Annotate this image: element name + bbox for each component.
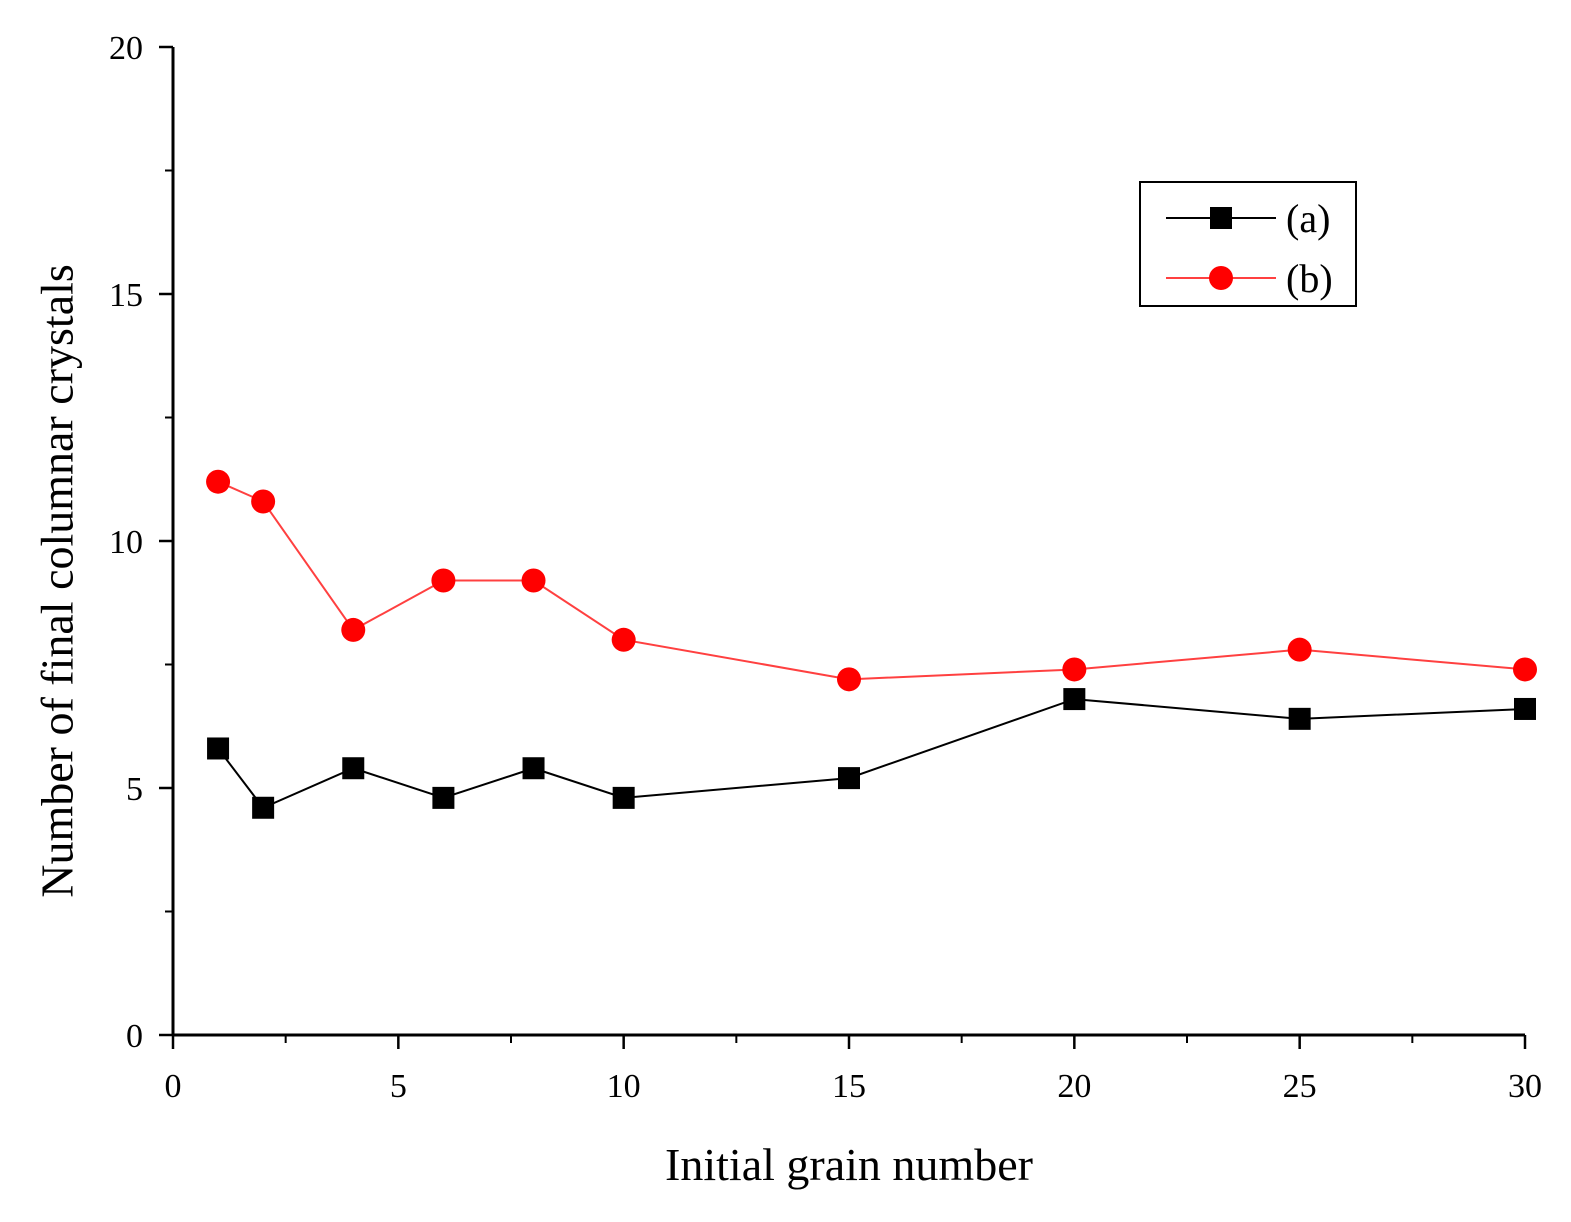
- data-point: [611, 627, 636, 652]
- y-tick-label: 10: [109, 524, 143, 561]
- legend-item: (b): [1166, 256, 1333, 301]
- y-tick-label: 5: [126, 771, 143, 808]
- data-point: [612, 786, 635, 809]
- x-tick-label: 15: [832, 1068, 866, 1105]
- y-tick-label: 0: [126, 1018, 143, 1055]
- series-a: [207, 688, 1536, 819]
- data-point: [522, 757, 545, 780]
- ticks: [159, 45, 1527, 1049]
- y-tick-label: 20: [109, 30, 143, 67]
- x-axis-title: Initial grain number: [665, 1139, 1033, 1190]
- y-tick-label: 15: [109, 277, 143, 314]
- data-point: [342, 757, 365, 780]
- y-axis-title: Number of final columnar crystals: [32, 264, 83, 898]
- data-point: [252, 796, 275, 819]
- tick-labels: 0 5 10 15 20 25 30 0 5 10 15 20: [109, 30, 1542, 1105]
- x-tick-label: 5: [390, 1068, 407, 1105]
- data-point: [1513, 657, 1537, 682]
- plot-area: [206, 469, 1537, 819]
- x-tick-label: 30: [1508, 1068, 1542, 1105]
- data-point: [251, 489, 276, 514]
- legend-box: [1139, 181, 1357, 307]
- legend: (a) (b): [1139, 181, 1357, 307]
- series-line: [217, 480, 1526, 681]
- data-point: [1062, 657, 1087, 682]
- data-point: [838, 767, 860, 790]
- data-point: [431, 568, 456, 593]
- data-point: [432, 786, 455, 809]
- data-point: [1287, 637, 1312, 662]
- legend-item: (a): [1166, 196, 1330, 241]
- x-tick-label: 10: [607, 1068, 641, 1105]
- series-b: [206, 469, 1537, 692]
- data-point: [521, 568, 546, 593]
- data-point: [206, 469, 231, 494]
- legend-label: (a): [1286, 196, 1330, 241]
- legend-marker: [1209, 266, 1233, 290]
- legend-label: (b): [1286, 256, 1333, 301]
- data-point: [1514, 697, 1536, 720]
- x-tick-label: 25: [1283, 1068, 1317, 1105]
- data-point: [341, 617, 366, 642]
- series-line: [217, 698, 1526, 809]
- data-point: [207, 737, 230, 760]
- data-point: [1063, 688, 1086, 711]
- data-point: [837, 667, 861, 692]
- legend-marker: [1210, 207, 1232, 229]
- data-point: [1288, 707, 1311, 730]
- x-tick-label: 0: [165, 1068, 182, 1105]
- x-tick-label: 20: [1057, 1068, 1091, 1105]
